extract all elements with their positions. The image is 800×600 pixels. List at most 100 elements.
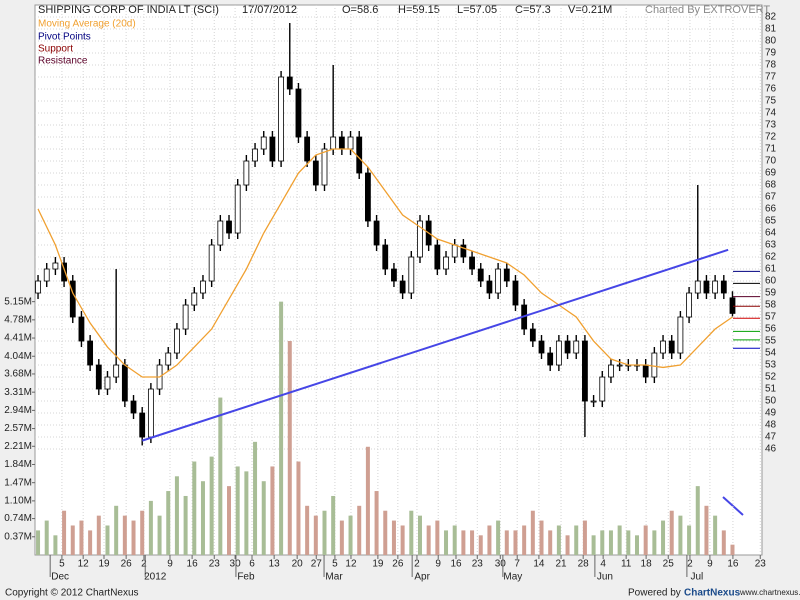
y-tick-label: 70 — [765, 156, 777, 167]
x-tick-label: 9 — [435, 559, 441, 570]
y-tick-label: 68 — [765, 180, 777, 191]
x-tick-label: 21 — [555, 559, 567, 570]
volume-bar — [174, 476, 179, 555]
high-text: H=59.15 — [398, 4, 440, 16]
brand: ChartNexus — [684, 588, 741, 599]
candle-body — [399, 280, 406, 294]
volume-bar — [530, 510, 535, 555]
y-tick-label: 73 — [765, 120, 777, 131]
volume-bar — [79, 520, 84, 555]
volume-bar — [730, 544, 735, 555]
date: 17/07/2012 — [242, 4, 297, 16]
y2-tick-label: 1.84M — [4, 459, 32, 470]
y2-tick-label: 1.10M — [4, 496, 32, 507]
candle-body — [391, 268, 397, 282]
candle-body — [95, 364, 102, 390]
candle-body — [477, 268, 484, 282]
x-tick-label: 26 — [392, 559, 404, 570]
x-tick-label: 25 — [663, 559, 675, 570]
candle-body — [121, 364, 128, 402]
x-tick-label: 28 — [578, 559, 590, 570]
volume-bar — [105, 525, 110, 555]
candle-body — [113, 364, 120, 378]
volume-bar — [565, 535, 570, 555]
y-tick-label: 74 — [765, 108, 777, 119]
y-tick-label: 60 — [765, 276, 777, 287]
candle-body — [495, 268, 502, 294]
x-tick-label: 9 — [707, 559, 713, 570]
y2-tick-label: 4.41M — [4, 333, 32, 344]
volume-bar — [661, 520, 666, 555]
y2-tick-label: 3.68M — [4, 369, 32, 380]
volume-bar — [574, 525, 579, 555]
volume-bar — [209, 456, 214, 555]
month-label: Feb — [237, 572, 255, 583]
candle-body — [408, 256, 415, 294]
y-tick-label: 80 — [765, 36, 777, 47]
volume-bar — [444, 530, 449, 555]
y2-tick-label: 3.31M — [4, 387, 32, 398]
candle-body — [460, 244, 467, 258]
volume-bar — [287, 341, 292, 555]
volume-bar — [374, 491, 379, 555]
volume-bar — [400, 525, 405, 555]
candle-body — [417, 220, 423, 258]
x-tick-label: 9 — [167, 559, 173, 570]
open-text: O=58.6 — [342, 4, 378, 16]
month-label: May — [503, 572, 522, 583]
candle-body — [165, 352, 172, 366]
x-tick-label: 2 — [141, 559, 147, 570]
candle-body — [686, 292, 692, 318]
y2-tick-label: 4.78M — [4, 314, 32, 325]
x-tick-label: 19 — [372, 559, 384, 570]
x-tick-label: 27 — [311, 559, 323, 570]
volume-bar — [357, 505, 362, 555]
url: www.chartnexus.com — [739, 588, 800, 597]
x-tick-label: 2 — [414, 559, 420, 570]
legend-label: Pivot Points — [38, 32, 91, 43]
volume-bar — [591, 535, 596, 555]
y-tick-label: 47 — [765, 432, 777, 443]
volume-bar — [391, 520, 396, 555]
candle-body — [373, 220, 380, 246]
candle-body — [729, 297, 736, 314]
volume-bar — [331, 495, 336, 555]
volume-bar — [348, 515, 353, 555]
x-tick-label: 12 — [345, 559, 357, 570]
x-tick-label: 16 — [450, 559, 462, 570]
candle-body — [217, 220, 224, 246]
candle-body — [564, 340, 571, 354]
candle-body — [35, 280, 41, 294]
legend-label: Resistance — [38, 56, 88, 67]
candle-body — [608, 364, 614, 378]
volume-bar — [192, 461, 197, 555]
volume-bar — [721, 530, 726, 555]
candle-body — [668, 340, 675, 354]
candle-body — [87, 340, 94, 366]
volume-bar — [322, 510, 327, 555]
volume-bar — [218, 397, 223, 555]
candle-body — [304, 136, 311, 162]
volume-bar — [44, 520, 49, 555]
candle-body — [295, 88, 302, 138]
y-tick-label: 49 — [765, 408, 777, 419]
volume-bar — [626, 530, 631, 555]
volume-bar — [643, 525, 648, 555]
candle-body — [382, 244, 389, 270]
x-tick-label: 5 — [332, 559, 338, 570]
candle-body — [260, 136, 267, 150]
volume-bar — [617, 525, 622, 555]
volume-bar — [166, 491, 171, 555]
candle-body — [61, 262, 67, 282]
volume-bar — [417, 515, 422, 555]
y-tick-label: 75 — [765, 96, 777, 107]
volume-bar — [522, 525, 527, 555]
x-tick-label: 30 — [495, 559, 507, 570]
trendline — [141, 248, 729, 442]
volume-bar — [513, 530, 518, 555]
volume-bar — [270, 466, 275, 555]
y-tick-label: 79 — [765, 48, 777, 59]
candle-body — [582, 340, 588, 402]
y-tick-label: 46 — [765, 444, 777, 455]
